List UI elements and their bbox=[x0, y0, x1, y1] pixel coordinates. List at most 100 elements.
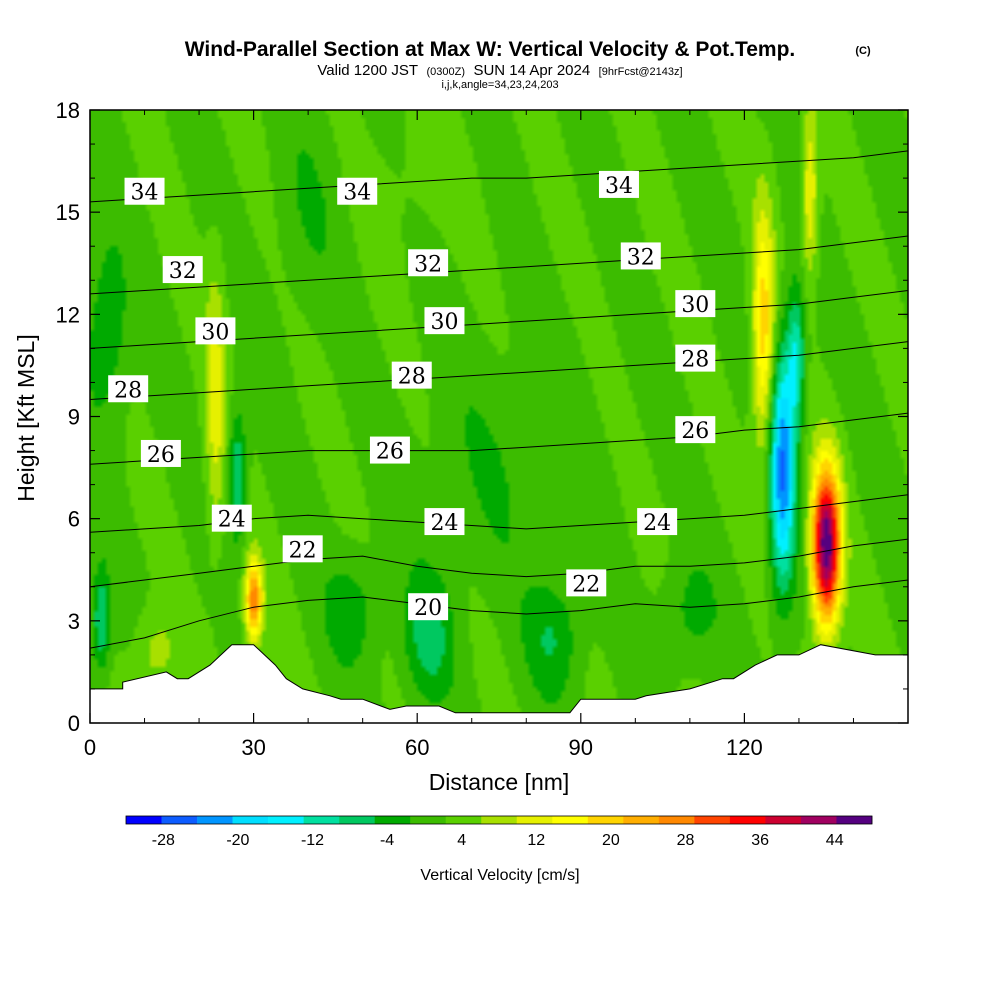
x-axis-label: Distance [nm] bbox=[429, 769, 570, 795]
colorbar-swatch bbox=[445, 816, 482, 824]
colorbar-tick-label: 28 bbox=[677, 832, 695, 849]
contour-label-box bbox=[162, 256, 203, 284]
contour-label: 28 bbox=[114, 378, 142, 403]
x-tick-label: 0 bbox=[84, 735, 96, 760]
contour-label-box bbox=[620, 242, 661, 270]
contour-label-box bbox=[675, 344, 716, 372]
y-tick-label: 6 bbox=[68, 507, 80, 532]
chart-subtitle: Valid 1200 JST (0300Z) SUN 14 Apr 2024 [… bbox=[317, 62, 682, 79]
colorbar-swatch bbox=[552, 816, 589, 824]
colorbar-tick-label: -12 bbox=[301, 832, 324, 849]
contour-label: 34 bbox=[605, 174, 633, 199]
colorbar-swatch bbox=[765, 816, 802, 824]
colorbar-swatch bbox=[587, 816, 624, 824]
contour-label: 20 bbox=[414, 596, 442, 621]
colorbar-swatch bbox=[800, 816, 837, 824]
forecast-tag: [9hrFcst@2143z] bbox=[599, 66, 683, 78]
contour-label-box bbox=[124, 177, 165, 205]
colorbar-swatch bbox=[374, 816, 411, 824]
colorbar-swatch bbox=[729, 816, 766, 824]
contour-label: 24 bbox=[643, 511, 671, 536]
y-tick-label: 15 bbox=[56, 200, 80, 225]
contour-label: 30 bbox=[430, 310, 458, 335]
contour-label: 32 bbox=[169, 259, 197, 284]
contour-label-box bbox=[675, 416, 716, 444]
x-tick-label: 60 bbox=[405, 735, 429, 760]
contour-label-box bbox=[140, 439, 181, 467]
contour-label-box bbox=[391, 361, 432, 389]
contour-label-box bbox=[108, 375, 149, 403]
contour-label-box bbox=[211, 504, 252, 532]
terrain-mask bbox=[90, 644, 908, 723]
theta-contour-34 bbox=[90, 150, 908, 203]
colorbar-swatch bbox=[126, 816, 162, 824]
contour-label: 28 bbox=[398, 365, 426, 390]
y-tick-label: 18 bbox=[56, 98, 80, 123]
vertical-velocity-field bbox=[90, 110, 908, 723]
contour-label-box bbox=[369, 436, 410, 464]
contour-label-box bbox=[337, 177, 378, 205]
colorbar-swatch bbox=[268, 816, 304, 824]
contour-label: 28 bbox=[681, 348, 709, 373]
colorbar-swatch bbox=[410, 816, 447, 824]
contour-label: 22 bbox=[572, 572, 600, 597]
x-tick-label: 30 bbox=[241, 735, 265, 760]
theta-contour-20 bbox=[90, 579, 908, 649]
colorbar: -28 -20 -12 -4 4 12 20 28 36 44 bbox=[125, 815, 873, 849]
y-tick-label: 3 bbox=[68, 609, 80, 634]
contour-label-box bbox=[424, 508, 465, 536]
theta-contour-22 bbox=[90, 538, 908, 588]
colorbar-swatch bbox=[339, 816, 375, 824]
x-axis-ticks: 0 30 60 90 120 bbox=[84, 110, 909, 760]
contour-label: 34 bbox=[131, 181, 159, 206]
colorbar-swatch bbox=[303, 816, 340, 824]
y-tick-label: 9 bbox=[68, 405, 80, 430]
contour-label: 34 bbox=[343, 181, 371, 206]
colorbar-swatch bbox=[197, 816, 233, 824]
contour-label-box bbox=[195, 317, 236, 345]
theta-contour-32 bbox=[90, 235, 908, 295]
y-axis-label: Height [Kft MSL] bbox=[13, 334, 39, 501]
colorbar-swatch bbox=[658, 816, 695, 824]
contour-label: 32 bbox=[414, 252, 442, 277]
colorbar-tick-label: 20 bbox=[602, 832, 620, 849]
colorbar-frame bbox=[125, 815, 873, 825]
colorbar-swatch bbox=[836, 816, 873, 824]
y-tick-label: 12 bbox=[56, 302, 80, 327]
theta-contour-28 bbox=[90, 341, 908, 400]
theta-contour-26 bbox=[90, 412, 908, 465]
colorbar-swatch bbox=[232, 816, 269, 824]
contour-label-box bbox=[424, 307, 465, 335]
contour-label: 24 bbox=[218, 508, 246, 533]
colorbar-tick-label: -20 bbox=[226, 832, 249, 849]
contour-label-box bbox=[675, 290, 716, 318]
colorbar-swatch bbox=[623, 816, 660, 824]
contour-label: 26 bbox=[147, 443, 175, 468]
colorbar-tick-label: 36 bbox=[751, 832, 769, 849]
contour-label: 22 bbox=[289, 538, 317, 563]
x-tick-label: 120 bbox=[726, 735, 763, 760]
colorbar-tick-label: -28 bbox=[152, 832, 175, 849]
y-axis-ticks: 0 3 6 9 12 15 18 bbox=[56, 98, 908, 736]
colorbar-swatch bbox=[161, 816, 198, 824]
x-tick-label: 90 bbox=[569, 735, 593, 760]
contour-label-box bbox=[282, 535, 323, 563]
colorbar-swatch bbox=[694, 816, 731, 824]
valid-zulu: (0300Z) bbox=[426, 66, 465, 78]
contour-label: 26 bbox=[376, 440, 404, 465]
contour-labels: 34 34 34 32 32 32 30 30 30 28 28 28 26 26 26 24 24 24 22 22… bbox=[108, 170, 716, 621]
colorbar-swatch bbox=[516, 816, 553, 824]
colorbar-tick-label: 44 bbox=[826, 832, 844, 849]
contour-label-box bbox=[408, 593, 449, 621]
contour-label: 26 bbox=[681, 419, 709, 444]
chart-title-mark: (C) bbox=[855, 45, 871, 57]
contour-label-box bbox=[637, 508, 678, 536]
colorbar-tick-label: 4 bbox=[457, 832, 466, 849]
colorbar-swatch bbox=[481, 816, 518, 824]
contour-label: 30 bbox=[201, 320, 229, 345]
contour-label: 24 bbox=[430, 511, 458, 536]
contour-label: 30 bbox=[681, 293, 709, 318]
colorbar-label: Vertical Velocity [cm/s] bbox=[420, 867, 579, 884]
contour-label: 32 bbox=[627, 245, 655, 270]
